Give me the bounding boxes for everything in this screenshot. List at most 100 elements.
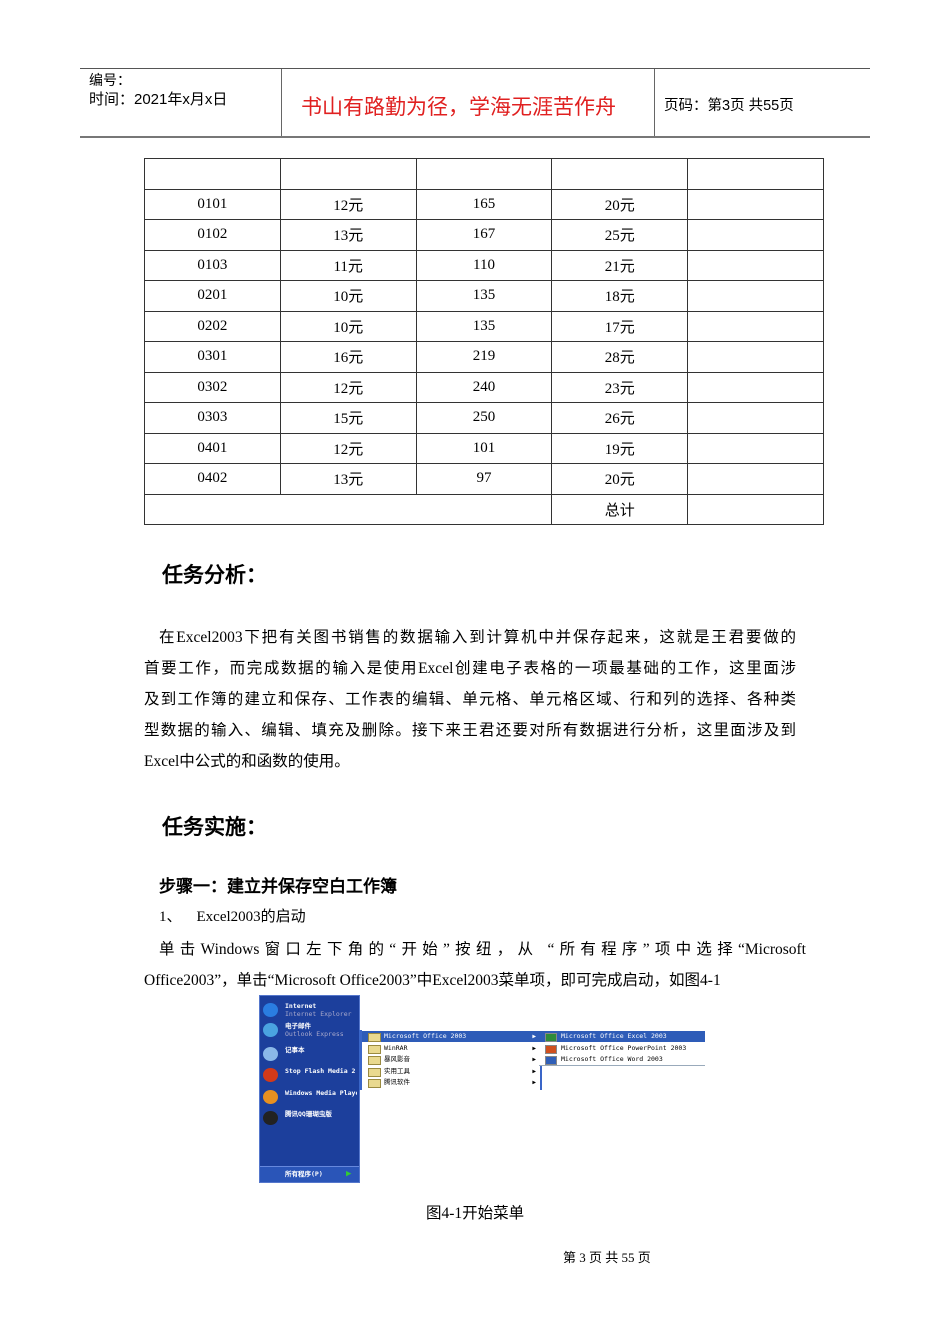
- table-cell: 13元: [279, 463, 417, 495]
- table-row: 0302 12元 240 23元: [144, 371, 824, 403]
- item-subtitle: Outlook Express: [285, 1030, 344, 1038]
- program-label: Microsoft Office 2003: [384, 1032, 467, 1040]
- table-row: 0101 12元 165 20元: [144, 188, 824, 220]
- program-label: 实用工具: [384, 1066, 410, 1075]
- table-cell: [687, 402, 824, 434]
- table-cell: [687, 310, 824, 342]
- table-row: 0301 16元 219 28元: [144, 341, 824, 373]
- folder-icon: [368, 1044, 381, 1054]
- start-menu-item[interactable]: Stop Flash Media 2: [260, 1067, 359, 1085]
- start-menu-item[interactable]: 电子邮件 Outlook Express: [260, 1022, 359, 1040]
- program-menu-item[interactable]: 实用工具 ▶: [362, 1066, 540, 1077]
- analysis-line: 及到工作簿的建立和保存、工作表的编辑、单元格、单元格区域、行和列的选择、各种类: [144, 691, 796, 708]
- start-menu-item[interactable]: Windows Media Player: [260, 1089, 359, 1107]
- analysis-line: 首要工作，而完成数据的输入是使用Excel创建电子表格的一项最基础的工作，这里面…: [144, 660, 796, 677]
- submenu-arrow-icon: ▶: [532, 1056, 536, 1063]
- impl-line: 单击Windows窗口左下角的“开始”按纽，从 “所有程序”项中选择“Micro…: [159, 941, 806, 958]
- table-cell: 250: [415, 402, 553, 434]
- excel-icon: [545, 1033, 557, 1042]
- item-title: 电子邮件: [285, 1022, 311, 1030]
- ie-icon: [263, 1003, 278, 1017]
- folder-icon: [368, 1067, 381, 1077]
- table-cell: [687, 249, 824, 281]
- table-cell: 10元: [279, 280, 417, 312]
- table-cell: [687, 432, 824, 464]
- table-cell: [687, 219, 824, 251]
- submenu-arrow-icon: ▶: [532, 1044, 536, 1052]
- table-cell: 135: [415, 310, 553, 342]
- table-cell: 219: [415, 341, 553, 373]
- table-header-row: [144, 158, 824, 190]
- analysis-line: Excel中公式的和函数的使用。: [144, 753, 350, 770]
- table-cell: 19元: [551, 432, 689, 464]
- table-cell: 165: [415, 188, 553, 220]
- qq-icon: [263, 1111, 278, 1125]
- program-menu-item[interactable]: WinRAR ▶: [362, 1043, 540, 1054]
- folder-icon: [368, 1079, 381, 1088]
- table-cell: 15元: [279, 402, 417, 434]
- table-cell: 97: [415, 463, 553, 495]
- programs-submenu: Microsoft Office 2003 ▶ WinRAR ▶ 暴风影音 ▶ 实用工具 ▶ 腾…: [359, 1030, 542, 1090]
- item-title: Stop Flash Media 2: [285, 1067, 356, 1075]
- header-cell: [415, 158, 553, 190]
- table-cell: 20元: [551, 188, 689, 220]
- table-cell: 110: [415, 249, 553, 281]
- table-cell: 18元: [551, 280, 689, 312]
- table-cell: [687, 341, 824, 373]
- all-programs-button[interactable]: 所有程序(P) ▶: [260, 1166, 359, 1182]
- start-menu-item[interactable]: Internet Internet Explorer: [260, 1002, 359, 1020]
- number-label: 编号：: [89, 72, 131, 88]
- header-left: 编号： 时间：2021年x月x日: [80, 69, 282, 136]
- start-menu-item[interactable]: 腾讯QQ珊瑚虫版: [260, 1110, 359, 1128]
- total-value: [687, 493, 824, 525]
- powerpoint-icon: [545, 1044, 557, 1054]
- office-menu-item[interactable]: Microsoft Office Word 2003: [539, 1054, 705, 1065]
- page-header: 编号： 时间：2021年x月x日 书山有路勤为径，学海无涯苦作舟 页码：第3页 …: [80, 68, 870, 138]
- table-cell: 26元: [551, 402, 689, 434]
- start-menu-item[interactable]: 记事本: [260, 1046, 359, 1064]
- header-center: 书山有路勤为径，学海无涯苦作舟: [281, 69, 655, 136]
- office-menu-item[interactable]: Microsoft Office Excel 2003: [539, 1031, 705, 1042]
- header-cell: [144, 158, 281, 190]
- table-cell: 16元: [279, 341, 417, 373]
- table-cell: 13元: [279, 219, 417, 251]
- page-footer: 第 3 页 共 55 页: [563, 1250, 651, 1265]
- table-cell: 12元: [279, 371, 417, 403]
- table-cell: 12元: [279, 432, 417, 464]
- table-cell: [687, 371, 824, 403]
- table-cell: 167: [415, 219, 553, 251]
- item-title: Internet: [285, 1002, 317, 1010]
- folder-icon: [368, 1033, 381, 1042]
- figure-caption: 图4-1开始菜单: [426, 1205, 525, 1222]
- word-icon: [545, 1056, 557, 1065]
- program-label: WinRAR: [384, 1043, 408, 1052]
- item-title: 记事本: [285, 1046, 305, 1054]
- submenu-arrow-icon: ▶: [532, 1079, 536, 1086]
- program-menu-item[interactable]: 暴风影音 ▶: [362, 1054, 540, 1065]
- table-row: 0401 12元 101 19元: [144, 432, 824, 464]
- table-row: 0201 10元 135 18元: [144, 280, 824, 312]
- item-title: Windows Media Player: [285, 1089, 357, 1097]
- table-cell: 0102: [144, 219, 281, 251]
- flash-icon: [263, 1068, 278, 1082]
- table-cell: 0101: [144, 188, 281, 220]
- arrow-right-icon: ▶: [346, 1169, 352, 1179]
- empty-cell: [143, 493, 553, 525]
- program-menu-item[interactable]: Microsoft Office 2003 ▶: [362, 1031, 540, 1042]
- impl-line: Office2003”，单击“Microsoft Office2003”中Exc…: [144, 972, 721, 989]
- office-menu-item[interactable]: Microsoft Office PowerPoint 2003: [539, 1043, 705, 1054]
- table-row: 0303 15元 250 26元: [144, 402, 824, 434]
- table-cell: 240: [415, 371, 553, 403]
- table-cell: 0302: [144, 371, 281, 403]
- item-title: 腾讯QQ珊瑚虫版: [285, 1110, 332, 1118]
- mail-icon: [263, 1023, 278, 1037]
- table-cell: 23元: [551, 371, 689, 403]
- table-cell: 101: [415, 432, 553, 464]
- program-label: 腾讯软件: [384, 1078, 410, 1086]
- folder-icon: [368, 1056, 381, 1065]
- submenu-arrow-icon: ▶: [532, 1033, 536, 1040]
- sub1-heading: 1、 Excel2003的启动: [159, 909, 306, 925]
- program-menu-item[interactable]: 腾讯软件 ▶: [362, 1077, 540, 1088]
- table-cell: 17元: [551, 310, 689, 342]
